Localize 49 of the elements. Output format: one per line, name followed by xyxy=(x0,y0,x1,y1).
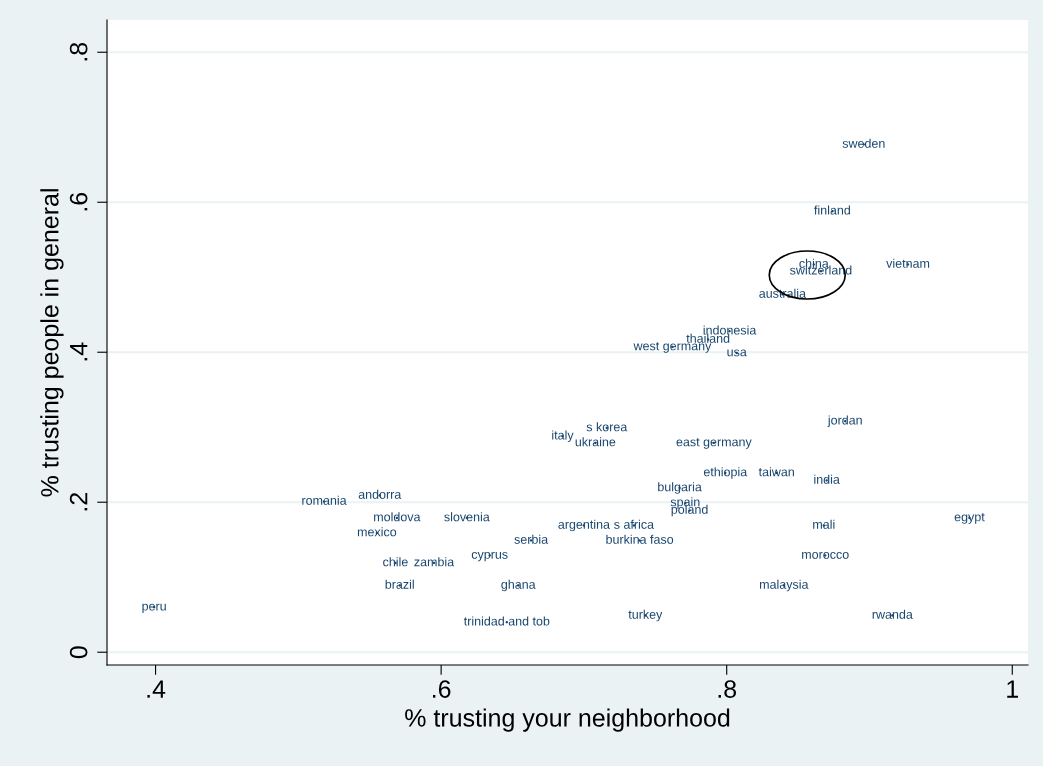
y-tick-label: .2 xyxy=(69,493,88,511)
data-label: cyprus xyxy=(471,551,508,562)
data-label: bulgaria xyxy=(658,482,702,494)
data-label: india xyxy=(814,474,840,484)
y-tick-label: .8 xyxy=(69,42,88,61)
data-label: morocco xyxy=(802,551,849,559)
data-label: rwanda xyxy=(872,609,913,619)
data-label: finland xyxy=(814,205,850,215)
data-label: moldova xyxy=(374,512,421,522)
data-label: s korea xyxy=(586,422,628,432)
data-label: serbia xyxy=(514,534,549,544)
data-label: romania xyxy=(302,495,347,505)
data-label: s africa xyxy=(614,519,655,529)
x-tick-label: .6 xyxy=(432,680,451,698)
data-label: mali xyxy=(813,519,835,529)
data-label: vietnam xyxy=(886,258,930,268)
data-label: ghana xyxy=(501,579,536,592)
data-label: turkey xyxy=(628,609,663,622)
data-label: east germany xyxy=(676,438,752,449)
y-axis-title: % trusting people in general xyxy=(40,189,64,497)
data-label: argentina xyxy=(558,519,610,532)
x-tick-label: 1 xyxy=(1007,680,1019,698)
data-label: brazil xyxy=(385,579,414,589)
data-label: burkina faso xyxy=(606,534,674,544)
data-label: peru xyxy=(142,603,166,614)
data-label: zambia xyxy=(414,557,455,567)
data-label: italy xyxy=(552,430,574,443)
y-tick-label: 0 xyxy=(69,646,88,659)
data-label: thailand xyxy=(686,333,730,343)
y-tick-label: .6 xyxy=(69,192,88,211)
data-label: mexico xyxy=(357,527,397,537)
data-label: ethiopia xyxy=(703,467,748,479)
data-label: malaysia xyxy=(759,579,809,592)
data-label: west germany xyxy=(633,342,712,353)
data-label: slovenia xyxy=(444,512,490,522)
x-axis-title: % trusting your neighborhood xyxy=(405,708,730,732)
data-label: chile xyxy=(383,557,408,567)
data-label: usa xyxy=(727,349,747,357)
y-tick-label: .4 xyxy=(70,342,88,361)
data-label: taiwan xyxy=(758,467,794,477)
x-tick-label: .8 xyxy=(718,680,737,698)
x-tick-label: .4 xyxy=(147,680,166,698)
data-label: andorra xyxy=(358,489,402,499)
data-label: trinidad and tob xyxy=(463,616,550,626)
data-label: indonesia xyxy=(703,325,757,335)
data-label: ukraine xyxy=(575,437,616,447)
data-label: sweden xyxy=(842,138,885,148)
data-label: egypt xyxy=(954,513,985,524)
data-label: jordan xyxy=(827,415,862,428)
